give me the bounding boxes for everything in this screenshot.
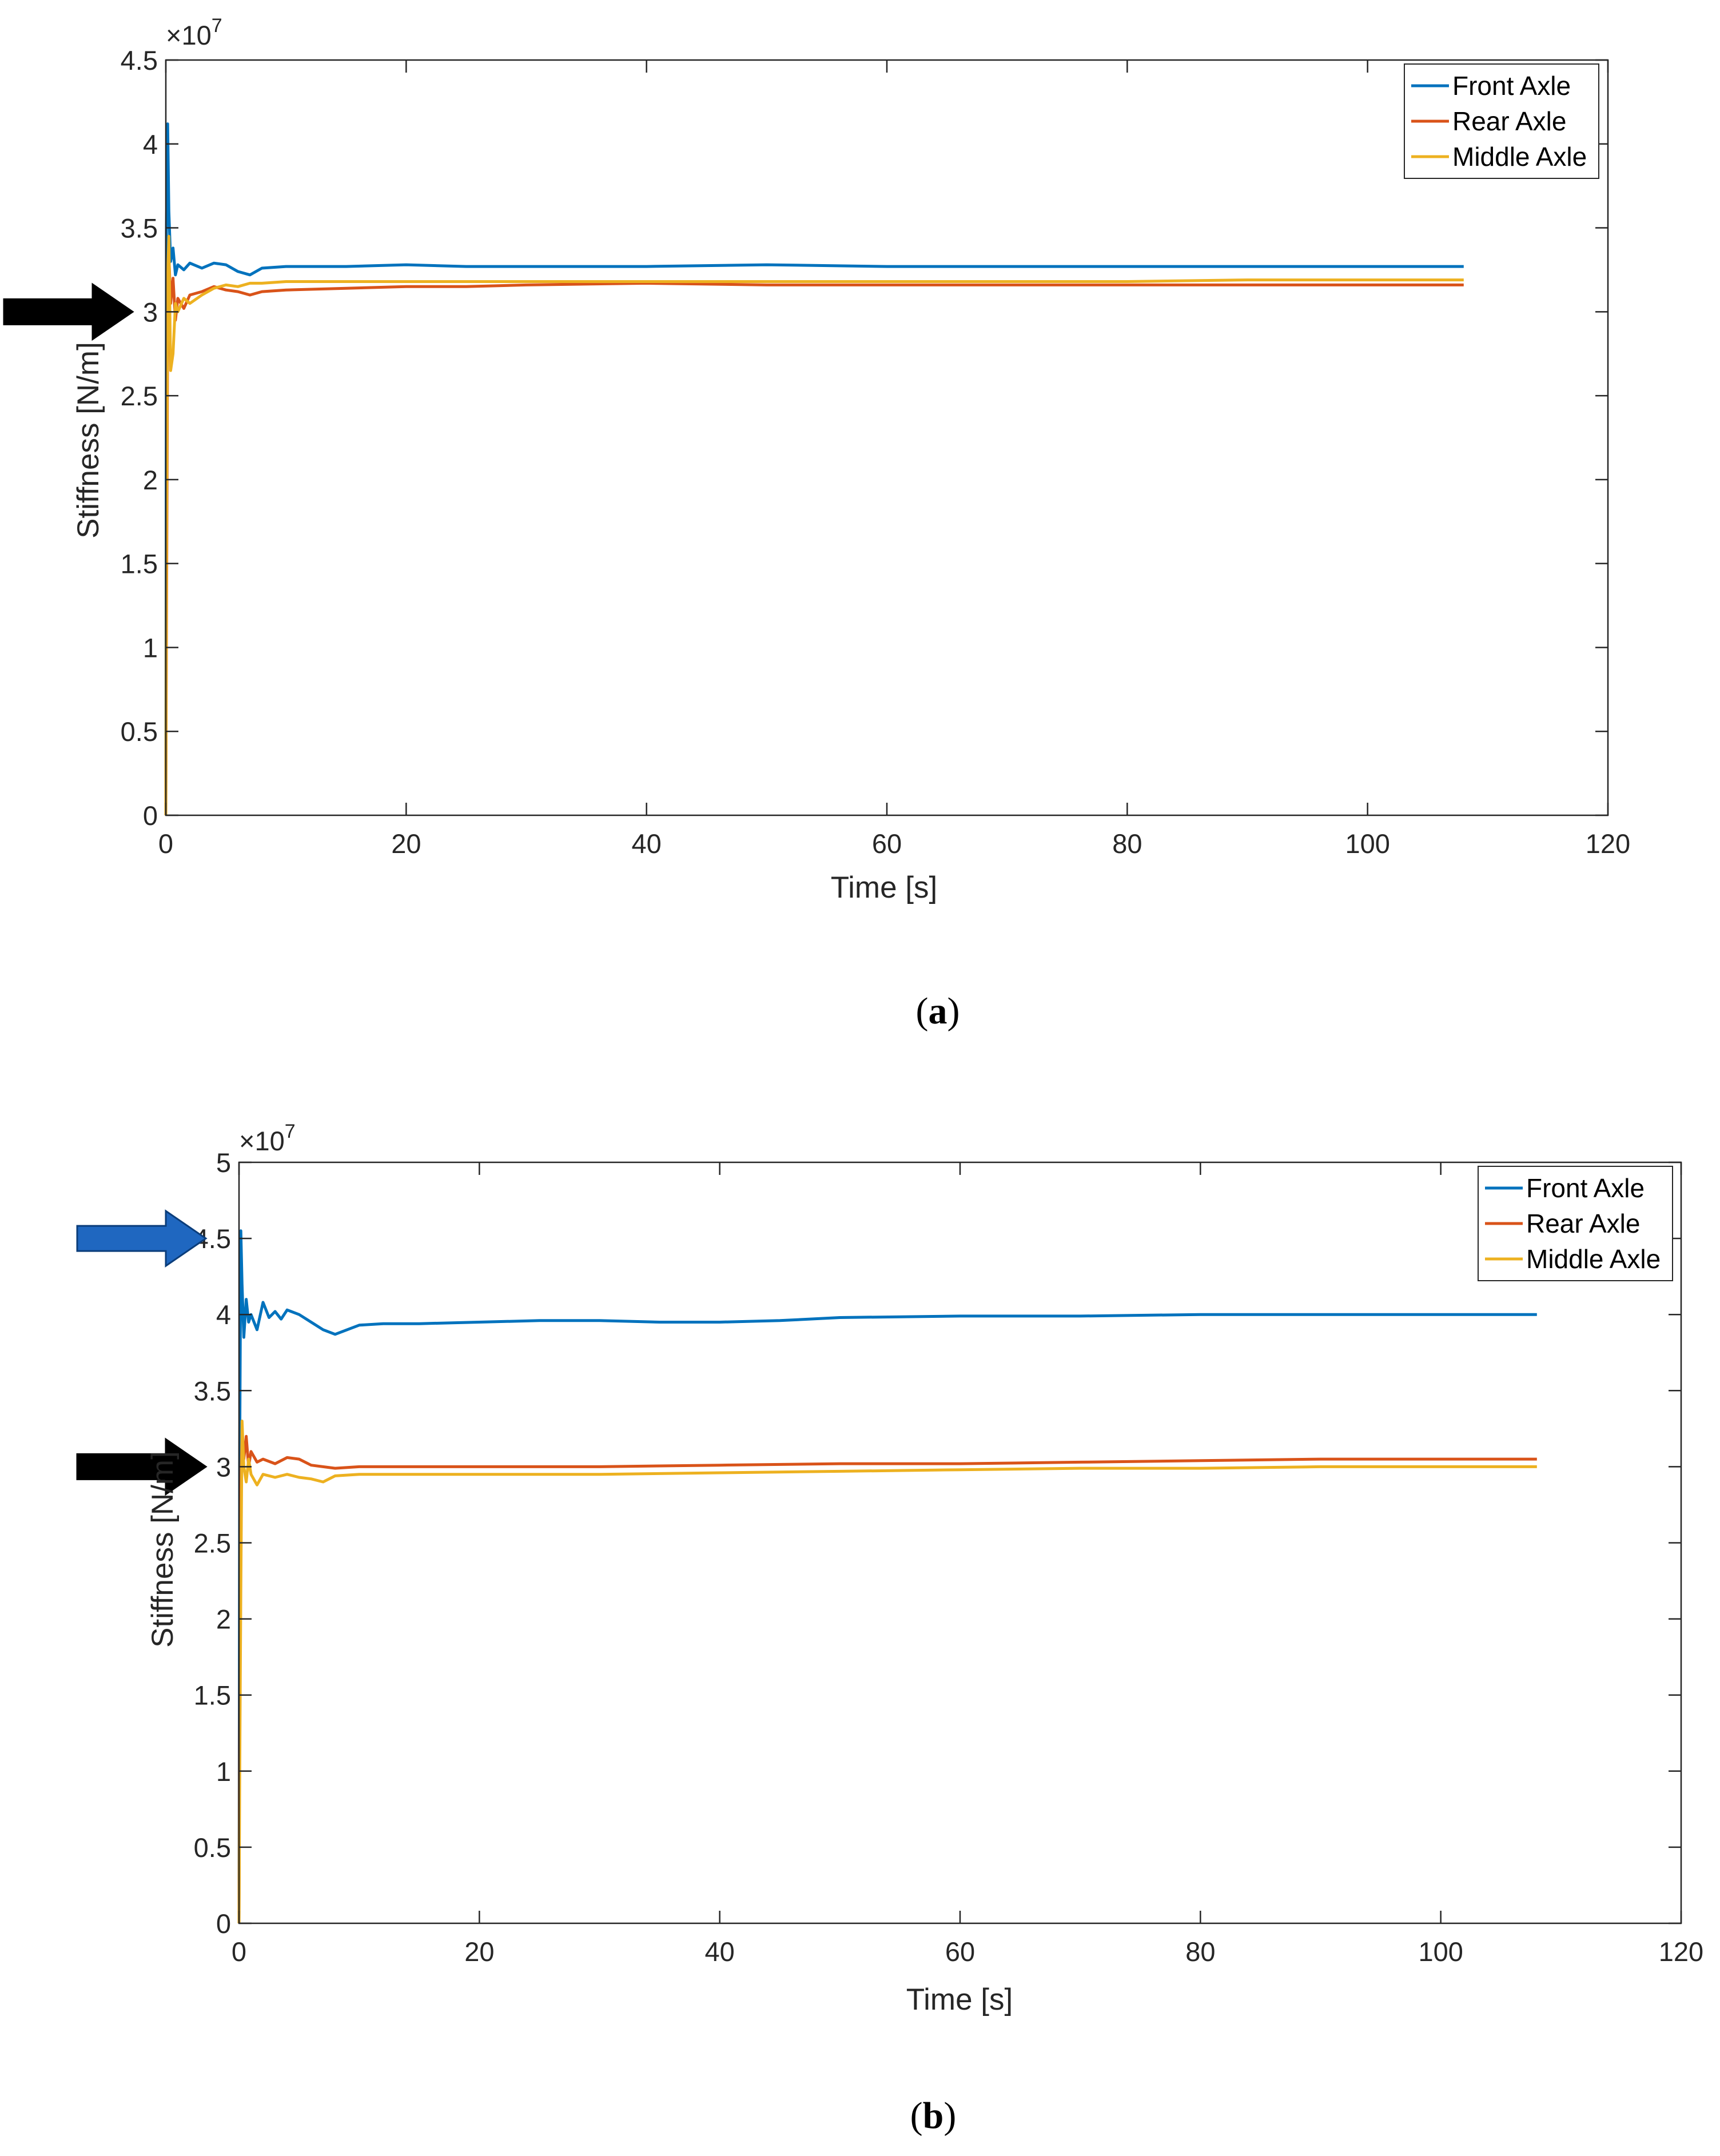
chart-a-xtick-label: 0 <box>158 828 173 859</box>
chart-b-xtick-label: 60 <box>945 1936 975 1967</box>
chart-b-ytick-label: 4 <box>216 1300 231 1330</box>
chart-b-caption-open: ( <box>910 2095 923 2137</box>
chart-a-series <box>164 122 1464 816</box>
chart-a-plot-background <box>166 60 1608 815</box>
chart-a-plot-area <box>166 60 1608 815</box>
chart-b-legend-entry: Middle Axle <box>1526 1244 1661 1274</box>
chart-b-legend-entry: Front Axle <box>1526 1173 1645 1203</box>
chart-a-caption-letter: a <box>929 990 947 1032</box>
chart-b-series-line-rear-axle <box>237 1427 1537 1924</box>
chart-b-series-line-middle-axle <box>237 1420 1537 1924</box>
chart-b-arrow-indicator <box>76 1209 208 1268</box>
chart-b-xtick-label: 80 <box>1185 1936 1215 1967</box>
chart-a-multiplier: ×107 <box>166 15 222 50</box>
chart-a-arrow-indicator <box>3 282 134 341</box>
chart-a-caption-open: ( <box>916 990 929 1032</box>
chart-b-ytick-label: 3 <box>216 1452 231 1482</box>
chart-b-plot-area <box>239 1162 1681 1923</box>
chart-a-xtick-label: 60 <box>872 828 902 859</box>
chart-b-xlabel: Time [s] <box>906 1983 1013 2016</box>
chart-a-ylabel: Stiffness [N/m] <box>71 342 105 539</box>
chart-b-plot-background <box>239 1162 1681 1923</box>
chart-a-ytick-label: 2 <box>143 465 158 495</box>
chart-a-xtick-label: 80 <box>1112 828 1142 859</box>
chart-b-caption: (b) <box>910 2095 957 2137</box>
chart-b-arrow-indicator <box>76 1437 208 1496</box>
chart-b-ytick-label: 3.5 <box>194 1376 231 1406</box>
chart-b-ytick-label: 2.5 <box>194 1528 231 1559</box>
chart-panel-b: 0 20 40 60 80 100 120 0 0.5 1 1.5 2 2.5 3 3.5 4 4.5 5 Fro… <box>0 1081 1720 2156</box>
chart-b-xtick-label: 40 <box>705 1936 735 1967</box>
chart-a-ytick-label: 1.5 <box>121 549 158 579</box>
chart-b-multiplier-base: ×10 <box>239 1126 285 1156</box>
chart-a-xtick-label: 120 <box>1586 828 1630 859</box>
chart-b-ytick-label: 0.5 <box>194 1832 231 1863</box>
chart-a-arrows <box>3 282 134 341</box>
chart-a-multiplier-exponent: 7 <box>212 15 222 37</box>
chart-a-axes: 0 20 40 60 80 100 120 0 0.5 1 1.5 2 2.5 3 3.5 4 4.5 <box>121 45 1631 859</box>
chart-b-multiplier-exponent: 7 <box>285 1121 296 1142</box>
chart-a-ytick-label: 3 <box>143 297 158 327</box>
chart-panel-a: 0 20 40 60 80 100 120 0 0.5 1 1.5 2 2.5 3 3.5 4 4.5 Fron… <box>3 15 1631 1032</box>
chart-a-ytick-label: 3.5 <box>121 213 158 244</box>
chart-b-ytick-label: 1.5 <box>194 1680 231 1711</box>
chart-b-ylabel: Stiffness [N/m] <box>146 1451 180 1648</box>
chart-b-multiplier: ×107 <box>239 1121 296 1156</box>
chart-b-ytick-label: 0 <box>216 1908 231 1939</box>
chart-b-legend: Front Axle Rear Axle Middle Axle <box>1478 1166 1673 1281</box>
chart-a-series-line-rear-axle <box>164 252 1464 816</box>
chart-a-xtick-label: 100 <box>1345 828 1389 859</box>
chart-b-caption-letter: b <box>923 2095 944 2137</box>
chart-b-xtick-label: 20 <box>464 1936 494 1967</box>
chart-a-legend-entry: Rear Axle <box>1452 106 1566 136</box>
chart-b-ytick-label: 5 <box>216 1147 231 1178</box>
chart-a-ytick-label: 2.5 <box>121 381 158 411</box>
chart-a-legend: Front Axle Rear Axle Middle Axle <box>1404 63 1599 179</box>
chart-b-legend-entry: Rear Axle <box>1526 1209 1640 1238</box>
chart-a-xtick-label: 40 <box>632 828 662 859</box>
chart-a-caption: (a) <box>916 990 960 1032</box>
chart-a-ytick-label: 4.5 <box>121 45 158 75</box>
chart-b-caption-close: ) <box>943 2095 956 2137</box>
chart-b-arrows <box>76 1209 208 1496</box>
chart-a-ytick-label: 1 <box>143 632 158 663</box>
chart-a-series-line-middle-axle <box>164 234 1464 816</box>
chart-b-ytick-label: 1 <box>216 1756 231 1787</box>
chart-b-xtick-label: 120 <box>1659 1936 1703 1967</box>
chart-a-svg: 0 20 40 60 80 100 120 0 0.5 1 1.5 2 2.5 3 3.5 4 4.5 Fron… <box>3 15 1631 1032</box>
chart-a-xtick-label: 20 <box>391 828 421 859</box>
chart-a-ytick-label: 4 <box>143 129 158 160</box>
chart-a-series-line-front-axle <box>164 122 1464 816</box>
chart-a-legend-entry: Front Axle <box>1452 71 1571 101</box>
chart-a-xlabel: Time [s] <box>831 871 937 904</box>
chart-a-legend-entry: Middle Axle <box>1452 142 1587 172</box>
chart-a-ytick-label: 0.5 <box>121 716 158 747</box>
chart-b-xtick-label: 100 <box>1418 1936 1463 1967</box>
chart-a-caption-close: ) <box>947 990 960 1032</box>
chart-b-ytick-label: 2 <box>216 1604 231 1635</box>
chart-a-ytick-label: 0 <box>143 800 158 831</box>
chart-a-multiplier-base: ×10 <box>166 20 212 50</box>
chart-b-xtick-label: 0 <box>232 1936 246 1967</box>
